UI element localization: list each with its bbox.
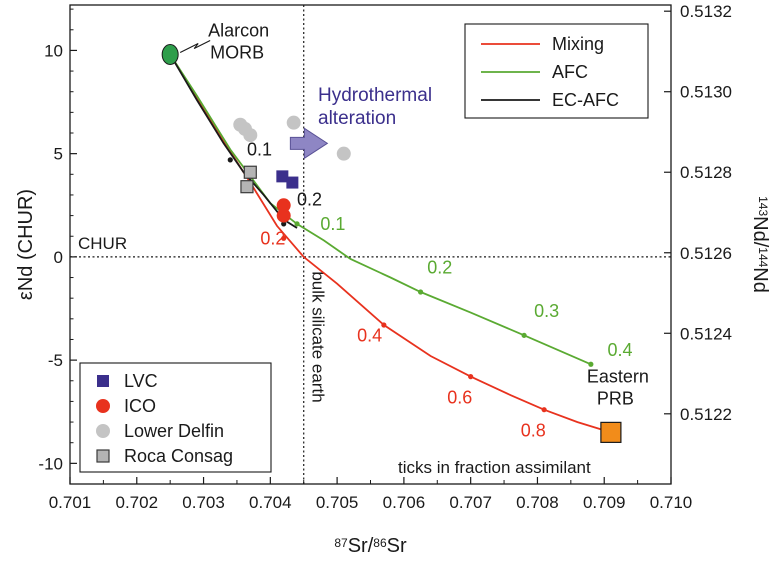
endmember-eastern-label-line2: PRB — [597, 388, 634, 408]
point-lvc-1 — [286, 176, 299, 189]
legend-markers-box — [79, 362, 272, 473]
y2-tick-label-5: 0.5122 — [680, 405, 732, 424]
legend-marker-label-ico: ICO — [124, 396, 156, 416]
legend-curve-label-ec-afc: EC-AFC — [552, 90, 619, 110]
y2-tick-label-1: 0.5130 — [680, 83, 732, 102]
curve-tick-mixing-2 — [468, 374, 474, 380]
hydrothermal-label-line1: Hydrothermal — [318, 85, 432, 106]
x-axis-label-part-2: 86 — [373, 536, 387, 550]
y-tick-label-0: 10 — [44, 41, 63, 60]
endmember-eastern-prb-marker — [600, 421, 622, 443]
curve-tick-ec-afc-0 — [227, 157, 233, 163]
legend-marker-swatch-roca-consag — [96, 449, 110, 463]
legend-marker-swatch-lower-delfin — [96, 424, 110, 438]
fraction-label-mixing-0: 0.2 — [260, 229, 285, 249]
hydrothermal-label-line2: alteration — [318, 108, 396, 129]
y2-tick-label-3: 0.5126 — [680, 244, 732, 263]
axes: 0.701 0.702 0.703 0.704 0.705 0.706 0.707 0.708… — [15, 2, 771, 557]
fraction-label-afc-1: 0.2 — [427, 257, 452, 277]
legend-marker-swatch-lvc — [97, 375, 109, 387]
endmember-alarcon-pointer — [179, 40, 211, 54]
endmember-alarcon-label-line1: Alarcon — [208, 21, 269, 41]
x-tick-label-7: 0.708 — [516, 493, 559, 512]
fraction-label-mixing-3: 0.8 — [521, 421, 546, 441]
curve-tick-mixing-3 — [541, 407, 547, 413]
curve-tick-mixing-1 — [381, 322, 387, 328]
x-axis-label-part-3: Sr — [387, 535, 407, 557]
y2-axis-label-part-3: Nd — [749, 267, 771, 293]
legend-curves-box — [464, 23, 649, 119]
y2-axis-label: 143Nd/144Nd — [749, 196, 771, 293]
y-tick-label-2: 0 — [54, 248, 63, 267]
x-tick-label-5: 0.706 — [383, 493, 426, 512]
x-tick-label-0: 0.701 — [49, 493, 92, 512]
bse-label: bulk silicate earth — [309, 271, 328, 402]
ticks-note: ticks in fraction assimilant — [398, 458, 591, 477]
fraction-label-afc-0: 0.1 — [320, 214, 345, 234]
x-tick-label-9: 0.710 — [650, 493, 693, 512]
curve-tick-afc-2 — [521, 332, 527, 338]
legends: Mixing AFC EC-AFC LVC ICO Lower Delfin Roca Co… — [79, 23, 649, 473]
legend-curve-label-mixing: Mixing — [552, 34, 604, 54]
model-curves — [169, 54, 612, 434]
fraction-label-ec-afc-0: 0.1 — [247, 140, 272, 160]
point-ico-1 — [276, 208, 291, 223]
x-tick-label-3: 0.704 — [249, 493, 292, 512]
y-axis-label: εNd (CHUR) — [15, 189, 37, 300]
curve-tick-afc-3 — [588, 361, 594, 367]
legend-marker-label-lvc: LVC — [124, 371, 158, 391]
point-roca-consag-1 — [240, 180, 254, 194]
curve-tick-afc-1 — [417, 289, 424, 295]
x-axis-label-part-1: Sr/ — [348, 535, 374, 557]
point-lvc-0 — [276, 170, 289, 183]
y2-tick-label-0: 0.5132 — [680, 2, 732, 21]
y2-axis-label-part-1: Nd/ — [749, 216, 771, 248]
data-points — [233, 115, 351, 223]
y-tick-label-4: -10 — [38, 454, 63, 473]
legend-marker-label-roca-consag: Roca Consag — [124, 446, 233, 466]
x-tick-label-4: 0.705 — [316, 493, 359, 512]
fraction-label-ec-afc-1: 0.2 — [297, 189, 322, 209]
fraction-label-afc-3: 0.4 — [608, 340, 633, 360]
fraction-label-mixing-1: 0.4 — [357, 326, 382, 346]
y2-tick-label-4: 0.5124 — [680, 324, 732, 343]
y2-tick-label-2: 0.5128 — [680, 163, 732, 182]
x-axis-label-part-0: 87 — [334, 536, 348, 550]
point-lower-delfin-2 — [243, 128, 258, 143]
legend-marker-swatch-ico — [96, 399, 110, 413]
curve-tick-afc-0 — [294, 221, 300, 227]
tick-fraction-labels: 0.2 0.4 0.6 0.8 0.1 0.2 0.3 0.4 0.1 0.2 — [247, 140, 633, 441]
point-lower-delfin-4 — [336, 146, 351, 161]
point-roca-consag-0 — [243, 165, 257, 179]
curve-tick-mixing-0 — [281, 235, 287, 241]
fraction-label-mixing-2: 0.6 — [447, 387, 472, 407]
y2-axis-label-part-2: 144 — [756, 247, 770, 267]
reference-lines: CHUR bulk silicate earth — [70, 5, 671, 484]
chur-label: CHUR — [78, 234, 127, 253]
point-ico-0 — [276, 198, 291, 213]
x-tick-label-2: 0.703 — [182, 493, 225, 512]
point-lower-delfin-3 — [286, 115, 301, 130]
legend-marker-label-lower-delfin: Lower Delfin — [124, 421, 224, 441]
x-axis-label: 87Sr/86Sr — [334, 535, 407, 557]
x-tick-label-1: 0.702 — [116, 493, 159, 512]
x-tick-label-8: 0.709 — [583, 493, 626, 512]
endmember-alarcon-label-line2: MORB — [210, 43, 264, 63]
hydrothermal-arrow — [289, 127, 329, 160]
endmember-eastern-label-line1: Eastern — [587, 366, 649, 386]
x-tick-label-6: 0.707 — [449, 493, 492, 512]
legend-curve-label-afc: AFC — [552, 62, 588, 82]
y-tick-label-1: 5 — [54, 145, 63, 164]
y2-axis-label-part-0: 143 — [756, 196, 770, 216]
y-tick-label-3: -5 — [48, 351, 63, 370]
curve-tick-ec-afc-1 — [281, 221, 287, 227]
fraction-label-afc-2: 0.3 — [534, 301, 559, 321]
endmember-alarcon-morb-marker — [161, 44, 179, 66]
